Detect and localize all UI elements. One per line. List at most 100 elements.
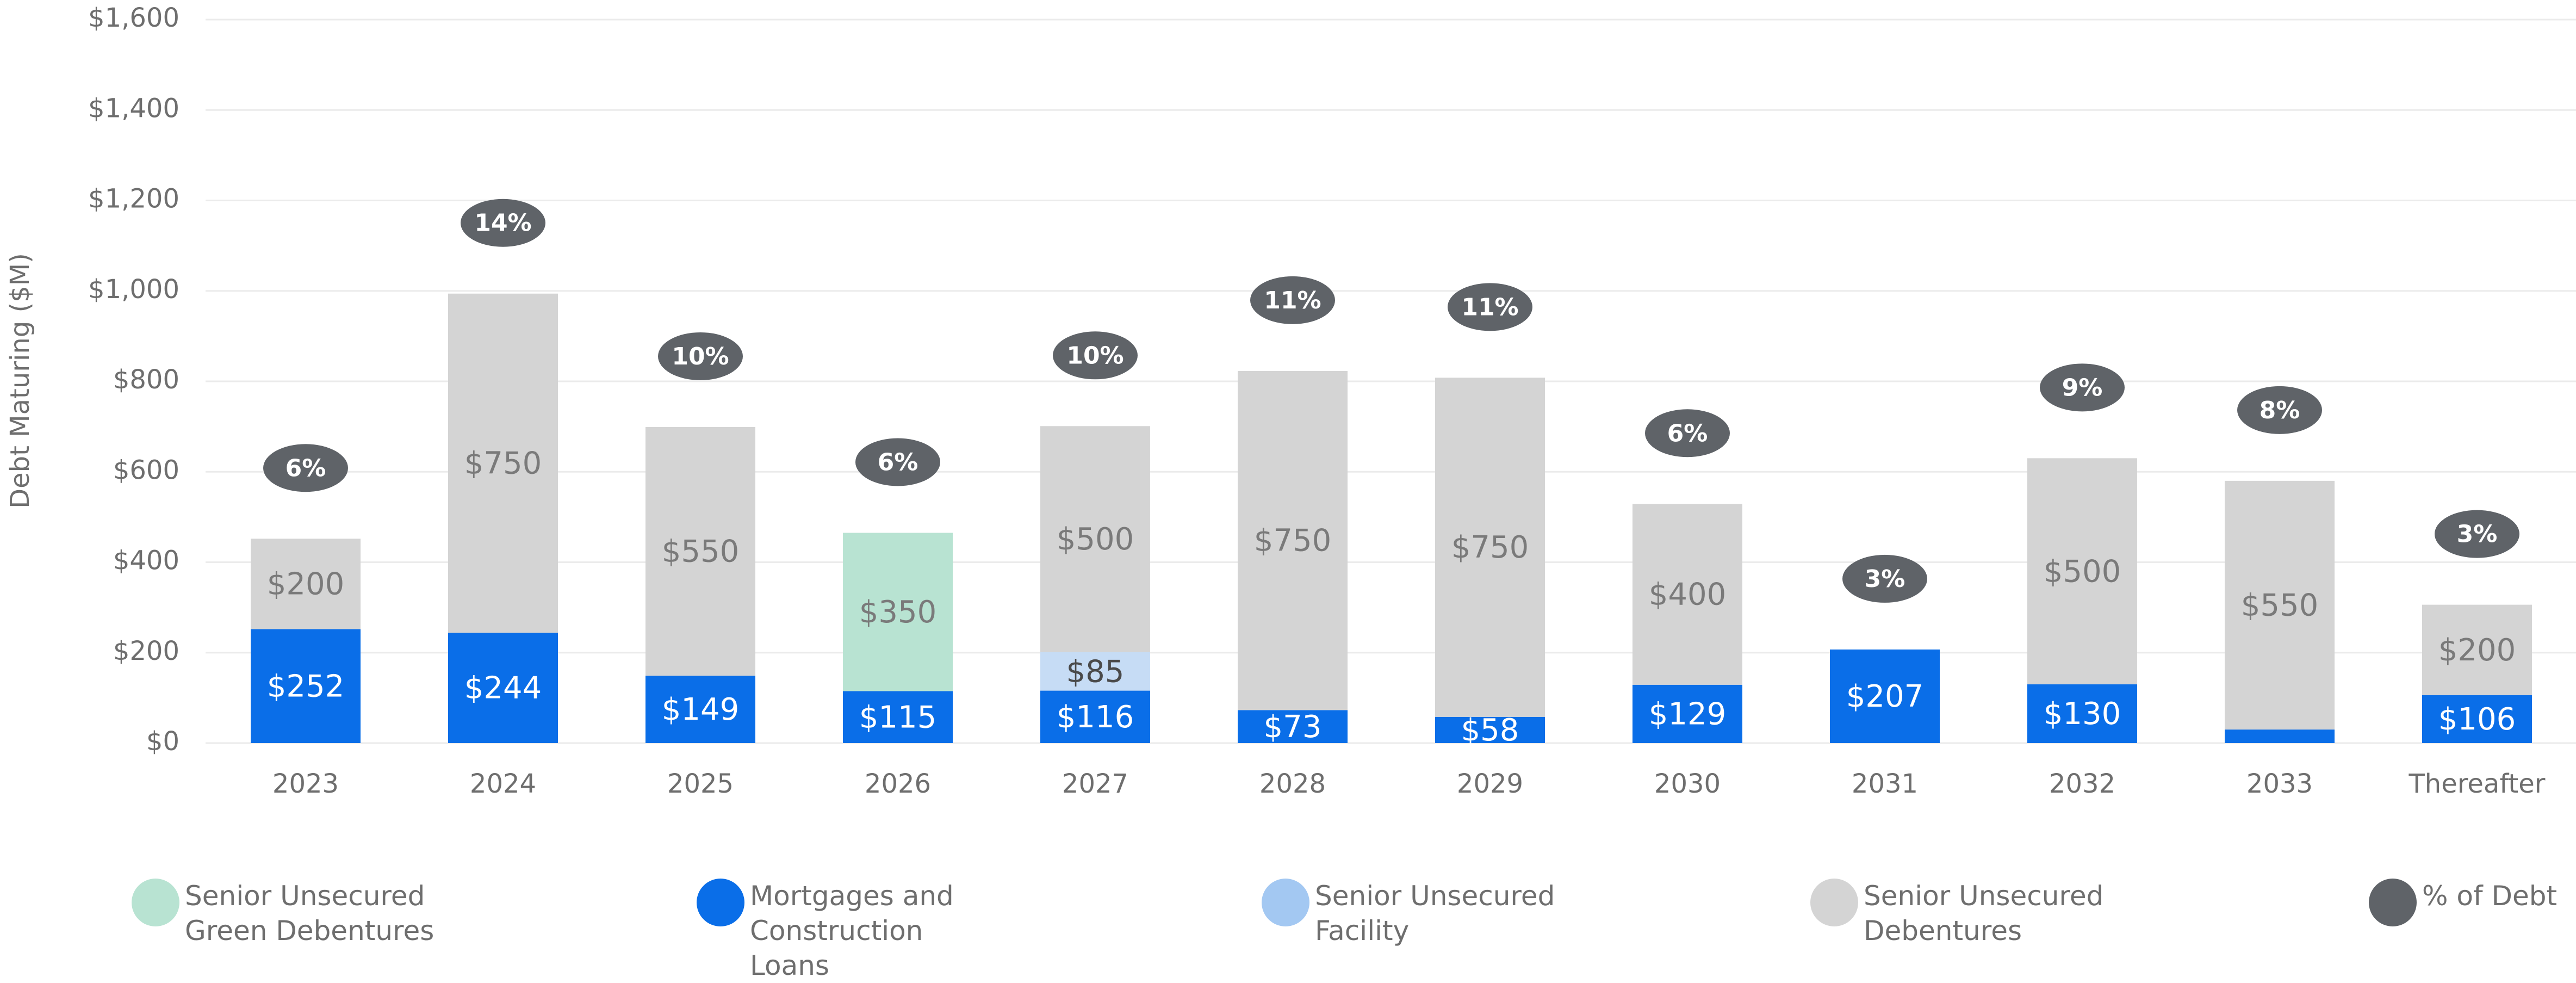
y-tick-label: $1,000	[88, 274, 179, 305]
x-tick-label: 2027	[1062, 769, 1128, 799]
bar-segment	[645, 426, 755, 676]
percent-bubble	[1842, 554, 1927, 603]
legend-swatch	[1262, 879, 1309, 926]
percent-label: 10%	[672, 343, 729, 370]
y-tick-label: $600	[113, 455, 179, 485]
bar-segment	[1040, 652, 1150, 691]
bar-segment	[2027, 684, 2137, 743]
bar-segment	[448, 293, 558, 633]
legend-swatch	[697, 879, 744, 926]
percent-label: 10%	[1066, 342, 1123, 369]
legend-item: Senior Unsecured Debentures	[1810, 879, 2125, 948]
value-label: $200	[267, 567, 345, 602]
percent-label: 8%	[2260, 397, 2300, 424]
percent-bubble	[461, 199, 545, 247]
y-tick-label: $1,400	[88, 93, 179, 123]
value-label: $350	[859, 595, 937, 630]
value-label: $73	[1264, 709, 1322, 745]
legend-label: Senior Unsecured Facility	[1315, 880, 1555, 947]
legend-label: % of Debt	[2422, 880, 2558, 912]
value-label: $400	[1649, 577, 1727, 613]
y-axis-label: Debt Maturing ($M)	[5, 253, 35, 509]
value-label: $116	[1057, 700, 1134, 735]
y-tick-label: $1,600	[88, 3, 179, 33]
legend-label: Senior Unsecured Green Debentures	[185, 880, 434, 947]
x-tick-label: 2023	[272, 769, 339, 799]
value-label: $149	[662, 692, 740, 727]
bar-segment	[1435, 378, 1545, 717]
legend-swatch	[1810, 879, 1858, 926]
percent-label: 6%	[285, 454, 326, 482]
value-label: $85	[1066, 654, 1125, 689]
percent-bubble	[263, 444, 348, 492]
value-label: $750	[1254, 523, 1332, 559]
bar-segment	[2422, 695, 2532, 743]
value-label: $500	[2044, 554, 2121, 589]
percent-bubble	[2040, 363, 2125, 412]
y-tick-label: $0	[146, 726, 179, 757]
bar-segment	[1040, 690, 1150, 743]
x-tick-label: 2031	[1852, 769, 1918, 799]
value-label: $750	[1451, 530, 1529, 565]
chart: Debt Maturing ($M) $0 $200 $400 $600 $800 $1,…	[5, 3, 2576, 799]
percent-bubble	[2435, 510, 2519, 558]
legend-swatch	[2369, 879, 2417, 926]
value-label: $207	[1846, 679, 1924, 714]
percent-bubble	[658, 332, 743, 380]
percent-label: 11%	[1461, 293, 1518, 321]
bar-segment	[1238, 710, 1348, 743]
legend-item: % of Debt	[2369, 879, 2576, 926]
value-label: $200	[2438, 633, 2516, 668]
bar-segment	[1830, 649, 1940, 743]
value-label: $550	[662, 534, 740, 570]
bar-segment	[843, 533, 953, 691]
percent-bubble	[1250, 276, 1335, 324]
page: Debt Maturing ($M) $0 $200 $400 $600 $800 $1,…	[5, 3, 2576, 981]
percent-label: 6%	[878, 448, 918, 476]
percent-label: 11%	[1264, 287, 1321, 314]
value-label: $550	[2241, 588, 2319, 623]
percent-label: 6%	[1667, 419, 1708, 447]
bar-segment	[2225, 729, 2335, 743]
value-label: $106	[2438, 702, 2516, 737]
x-tick-label: 2028	[1259, 769, 1326, 799]
value-label: $244	[464, 671, 542, 706]
y-tick-label: $800	[113, 364, 179, 395]
percent-label: 3%	[2457, 521, 2498, 548]
legend-item: Mortgages and Construction Loans	[697, 879, 1011, 983]
bar-segment	[1435, 716, 1545, 743]
bar-segment	[2027, 458, 2137, 684]
percent-label: 14%	[474, 209, 531, 237]
x-tick-label: 2026	[865, 769, 931, 799]
value-label: $115	[859, 700, 937, 735]
bar-segment	[1632, 504, 1742, 685]
percent-bubble	[1448, 283, 1532, 331]
bar-segment	[1040, 426, 1150, 652]
value-label: $750	[464, 446, 542, 481]
percent-label: 3%	[1865, 565, 1905, 593]
y-tick-label: $1,200	[88, 184, 179, 214]
x-tick-label: 2030	[1654, 769, 1721, 799]
value-label: $130	[2044, 696, 2121, 732]
value-label: $129	[1649, 697, 1727, 732]
x-tick-label: 2024	[470, 769, 536, 799]
value-label: $252	[267, 669, 345, 704]
bar-segment	[645, 676, 755, 743]
x-tick-label: 2025	[667, 769, 734, 799]
percent-bubble	[2237, 386, 2322, 434]
legend-item: Senior Unsecured Green Debentures	[132, 879, 446, 948]
x-tick-label: 2033	[2246, 769, 2313, 799]
bar-segment	[251, 629, 361, 743]
bar-segment	[251, 539, 361, 629]
x-tick-label: 2029	[1457, 769, 1523, 799]
legend-label: Mortgages and Construction Loans	[750, 880, 954, 981]
bar-segment	[1632, 684, 1742, 743]
bar-segment	[1238, 370, 1348, 710]
percent-bubble	[1053, 331, 1138, 380]
percent-bubble	[1645, 409, 1730, 458]
percent-label: 9%	[2062, 374, 2103, 401]
x-tick-label: 2032	[2049, 769, 2115, 799]
y-tick-label: $400	[113, 546, 179, 576]
bar-segment	[843, 691, 953, 743]
bar-segment	[448, 633, 558, 743]
